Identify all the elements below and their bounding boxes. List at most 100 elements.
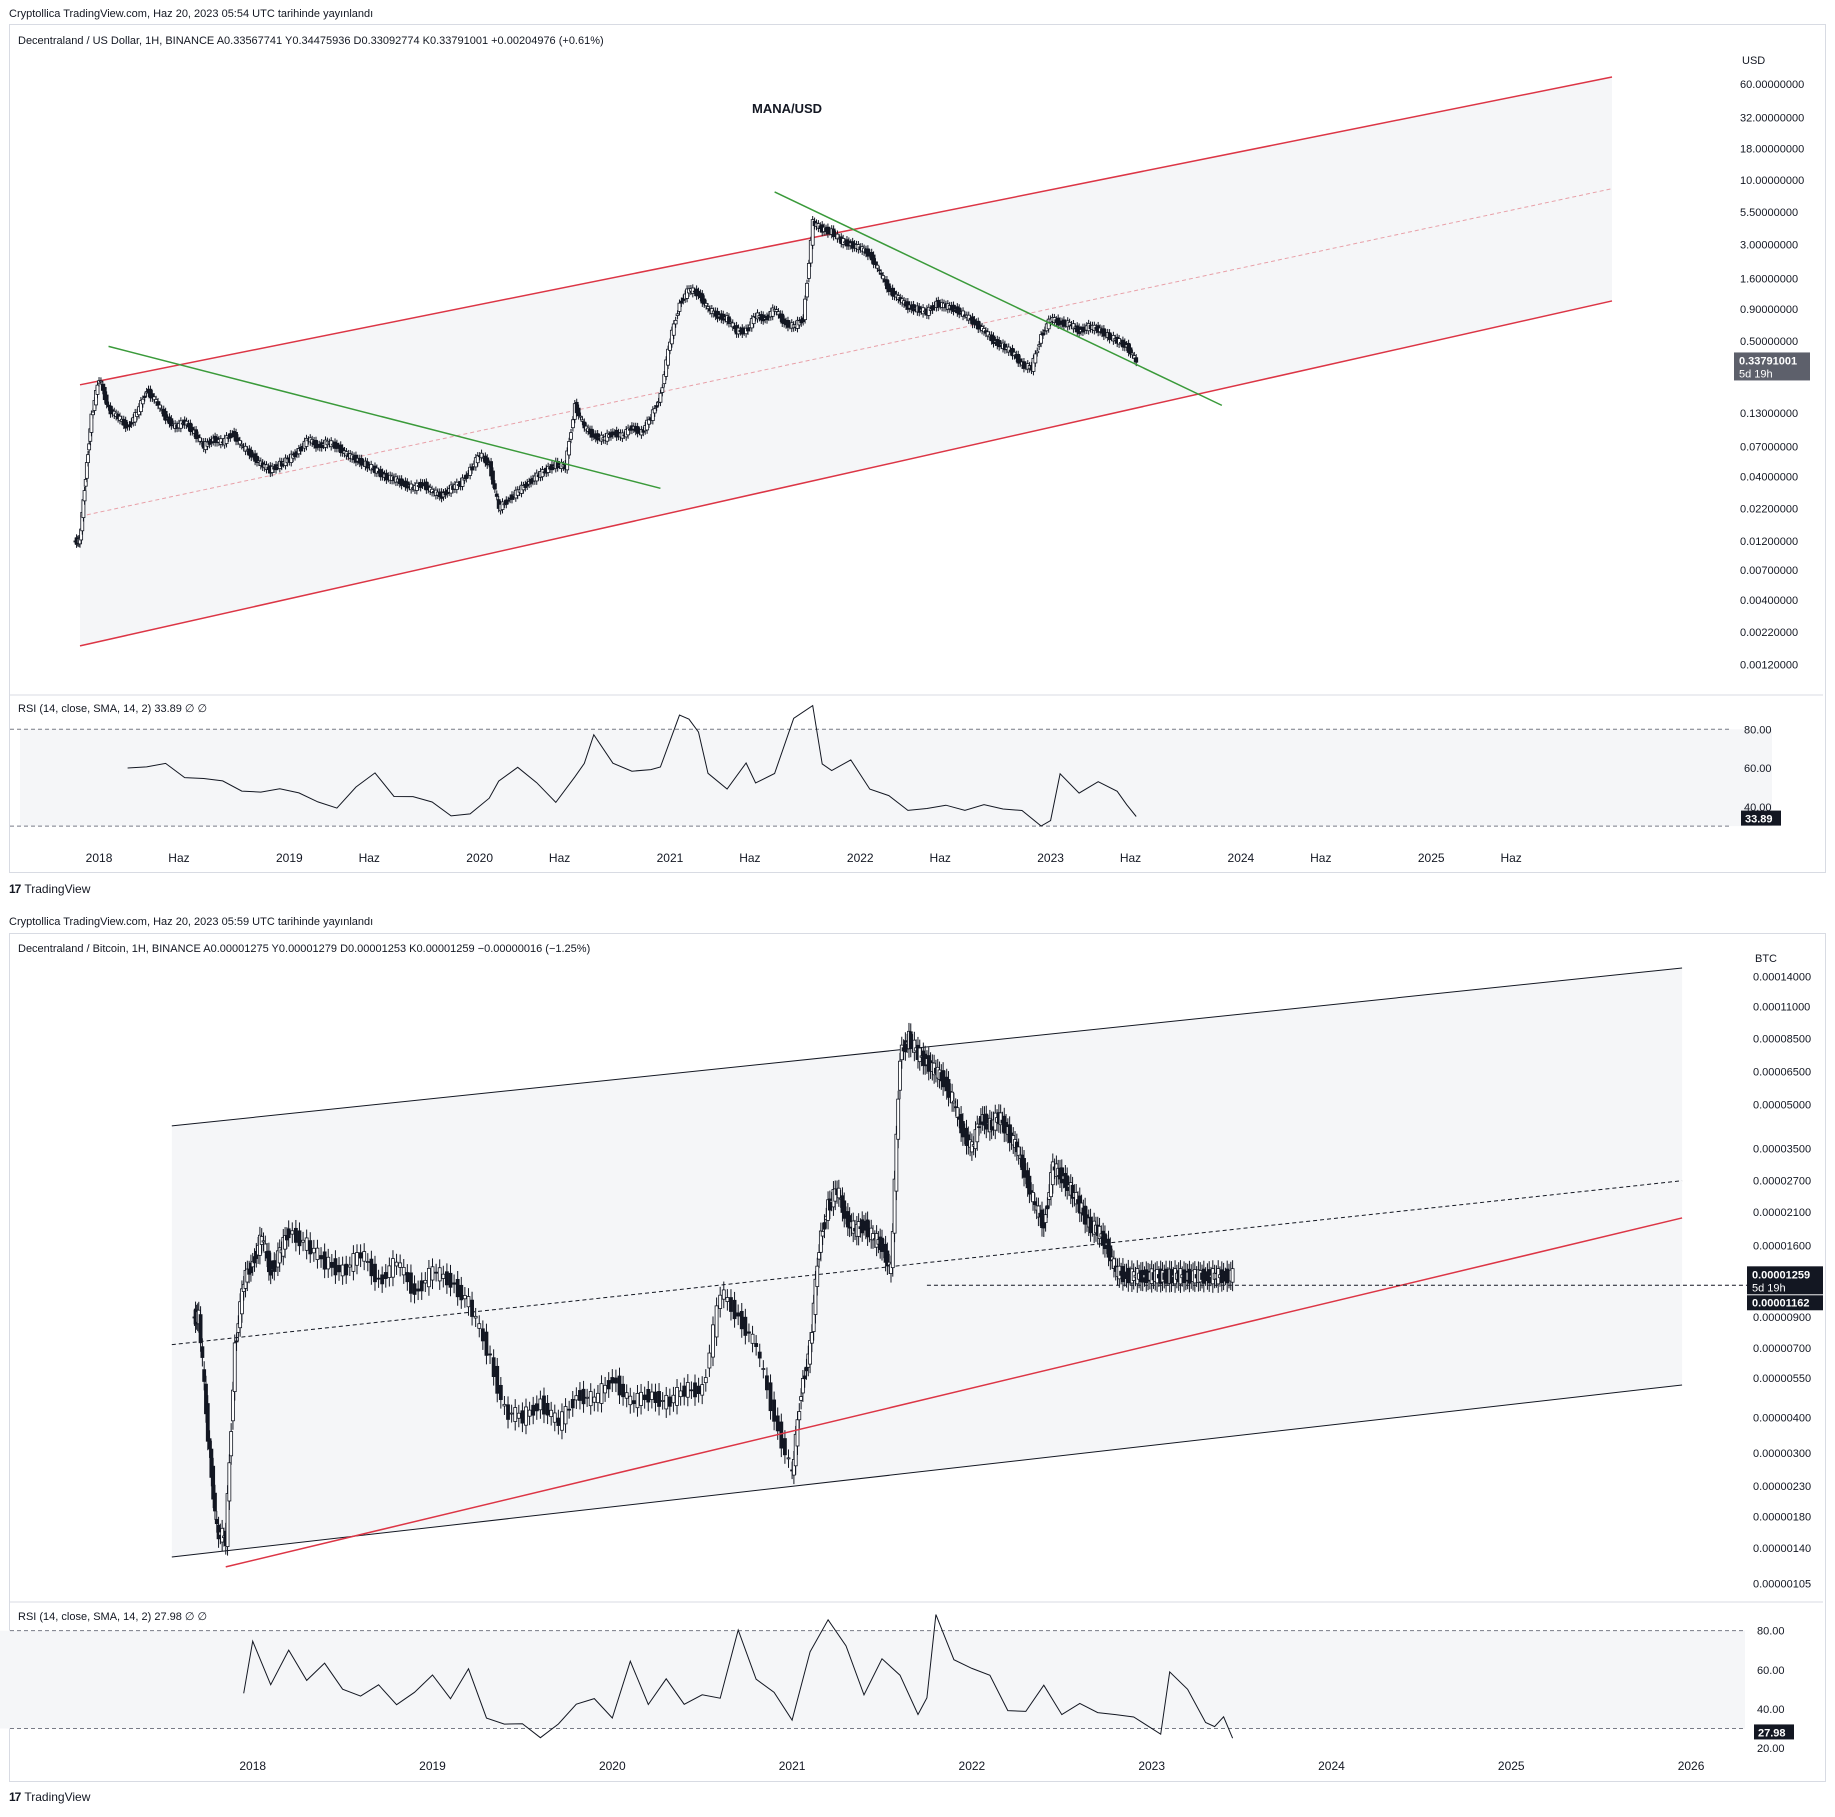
price-tick-label: 0.00000900	[1753, 1312, 1811, 1324]
symbol-legend[interactable]: Decentraland / US Dollar, 1H, BINANCE A0…	[18, 35, 604, 47]
candle-body	[725, 1297, 730, 1302]
time-tick-label: 2023	[1037, 851, 1064, 865]
candle-body	[477, 1323, 482, 1329]
candle-body	[308, 1240, 313, 1255]
candle-body	[761, 1368, 766, 1370]
candle-body	[383, 1272, 388, 1280]
candle-body	[617, 1375, 622, 1396]
candle-body	[534, 1403, 539, 1412]
candle-body	[772, 1399, 777, 1422]
candle-body	[448, 1272, 453, 1288]
candle-body	[775, 1415, 780, 1432]
price-tick-label: 0.00002700	[1753, 1176, 1811, 1188]
rsi-legend[interactable]: RSI (14, close, SMA, 14, 2) 33.89 ∅ ∅	[18, 703, 208, 715]
candle-body	[797, 1411, 802, 1421]
level-price-box	[1747, 1295, 1823, 1311]
candle-body	[890, 1231, 895, 1269]
candle-body	[524, 1406, 528, 1426]
candle-body	[664, 1394, 669, 1410]
time-tick-label: 2023	[1138, 1759, 1165, 1773]
candle-body	[658, 392, 663, 403]
downtrend-line-1	[108, 345, 661, 490]
candle-body	[333, 1258, 338, 1276]
candle-body	[304, 1237, 309, 1251]
candle-body	[563, 1406, 568, 1425]
candle-body	[538, 1398, 543, 1411]
candle-body	[261, 1240, 266, 1243]
candle-body	[1045, 1205, 1050, 1210]
candle-body	[462, 1295, 467, 1300]
candle-body	[707, 1352, 712, 1369]
channel-lower-line	[171, 1384, 1683, 1558]
candle-body	[569, 432, 573, 440]
candle-body	[721, 1289, 726, 1300]
candle-body	[369, 1258, 374, 1277]
candle-body	[214, 1518, 219, 1525]
candle-body	[718, 1294, 723, 1309]
candle-body	[969, 1141, 974, 1153]
time-tick-label: 2019	[419, 1759, 446, 1773]
candle-body	[322, 1251, 327, 1270]
candle-body	[362, 1251, 367, 1262]
candle-body	[977, 1126, 981, 1129]
candle-body	[596, 1392, 600, 1404]
rsi-tick-label: 80.00	[1757, 1626, 1785, 1638]
price-tick-label: 0.13000000	[1740, 408, 1798, 420]
rsi-tick-label: 20.00	[1757, 1743, 1785, 1755]
candle-body	[365, 1261, 370, 1263]
candle-body	[714, 1305, 719, 1338]
time-tick-label: 2018	[239, 1759, 266, 1773]
price-tick-label: 3.00000000	[1740, 240, 1798, 252]
price-tick-label: 0.00008500	[1753, 1033, 1811, 1045]
candle-body	[459, 1284, 464, 1301]
candle-body	[542, 1395, 546, 1415]
price-tick-label: 0.00000230	[1753, 1481, 1811, 1493]
candle-body	[520, 1410, 525, 1424]
candle-body	[337, 1264, 341, 1273]
price-tick-label: 0.00005000	[1753, 1099, 1811, 1111]
candle-body	[805, 282, 809, 298]
candle-body	[795, 1419, 800, 1447]
candle-body	[984, 1113, 989, 1130]
candle-body	[311, 1247, 316, 1254]
channel-midline	[171, 1180, 1683, 1346]
candle-body	[671, 323, 676, 336]
candle-body	[516, 1412, 521, 1419]
candle-body	[315, 1247, 320, 1261]
channel-upper-line	[171, 967, 1683, 1127]
time-tick-label: Haz	[1310, 851, 1331, 865]
candle-body	[571, 419, 575, 429]
tradingview-brand[interactable]: 17 TradingView	[9, 1790, 90, 1804]
candle-body	[434, 1271, 439, 1274]
candle-body	[1031, 1192, 1035, 1203]
candle-body	[301, 1239, 305, 1243]
candle-body	[430, 1266, 435, 1281]
candle-body	[83, 479, 88, 487]
candle-body	[297, 1230, 302, 1247]
candle-body	[220, 1527, 225, 1543]
candle-body	[202, 1369, 207, 1382]
price-tick-label: 18.00000000	[1740, 143, 1804, 155]
candle-body	[660, 387, 665, 393]
candle-body	[293, 1227, 298, 1243]
candle-body	[898, 1060, 902, 1091]
candle-body	[240, 1288, 244, 1315]
candle-body	[671, 1394, 676, 1404]
tradingview-brand[interactable]: 17 TradingView	[9, 882, 90, 896]
candle-body	[290, 1230, 295, 1235]
candle-body	[799, 1396, 803, 1401]
candle-body	[527, 1409, 532, 1417]
symbol-legend[interactable]: Decentraland / Bitcoin, 1H, BINANCE A0.0…	[18, 943, 591, 955]
candle-body	[437, 1267, 442, 1282]
channel-upper-line	[79, 76, 1613, 386]
rsi-legend[interactable]: RSI (14, close, SMA, 14, 2) 27.98 ∅ ∅	[18, 1611, 208, 1623]
rsi-band	[20, 729, 1772, 827]
time-tick-label: 2025	[1418, 851, 1445, 865]
candle-body	[635, 1392, 640, 1409]
publish-note: Cryptollica TradingView.com, Haz 20, 202…	[9, 916, 374, 928]
candle-body	[556, 1417, 561, 1426]
candle-body	[578, 1390, 582, 1401]
mana-usd-chart[interactable]: 60.00000000 32.00000000 18.00000000 10.0000…	[0, 0, 1835, 900]
price-tick-label: 0.00400000	[1740, 595, 1798, 607]
